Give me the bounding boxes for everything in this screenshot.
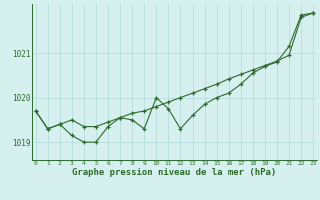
X-axis label: Graphe pression niveau de la mer (hPa): Graphe pression niveau de la mer (hPa): [72, 168, 276, 177]
